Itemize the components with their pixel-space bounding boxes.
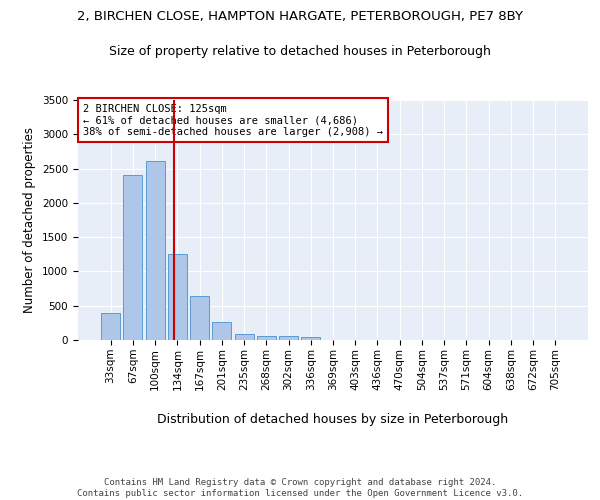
Text: 2, BIRCHEN CLOSE, HAMPTON HARGATE, PETERBOROUGH, PE7 8BY: 2, BIRCHEN CLOSE, HAMPTON HARGATE, PETER… — [77, 10, 523, 23]
Text: Contains HM Land Registry data © Crown copyright and database right 2024.
Contai: Contains HM Land Registry data © Crown c… — [77, 478, 523, 498]
Bar — [101, 314, 120, 340]
Bar — [257, 336, 276, 340]
Bar — [190, 296, 209, 340]
Bar — [146, 161, 164, 340]
Bar — [212, 322, 231, 340]
Text: Distribution of detached houses by size in Peterborough: Distribution of detached houses by size … — [157, 412, 509, 426]
Text: 2 BIRCHEN CLOSE: 125sqm
← 61% of detached houses are smaller (4,686)
38% of semi: 2 BIRCHEN CLOSE: 125sqm ← 61% of detache… — [83, 104, 383, 137]
Bar — [124, 176, 142, 340]
Bar — [235, 334, 254, 340]
Bar — [279, 336, 298, 340]
Bar — [301, 337, 320, 340]
Bar — [168, 254, 187, 340]
Y-axis label: Number of detached properties: Number of detached properties — [23, 127, 37, 313]
Text: Size of property relative to detached houses in Peterborough: Size of property relative to detached ho… — [109, 45, 491, 58]
